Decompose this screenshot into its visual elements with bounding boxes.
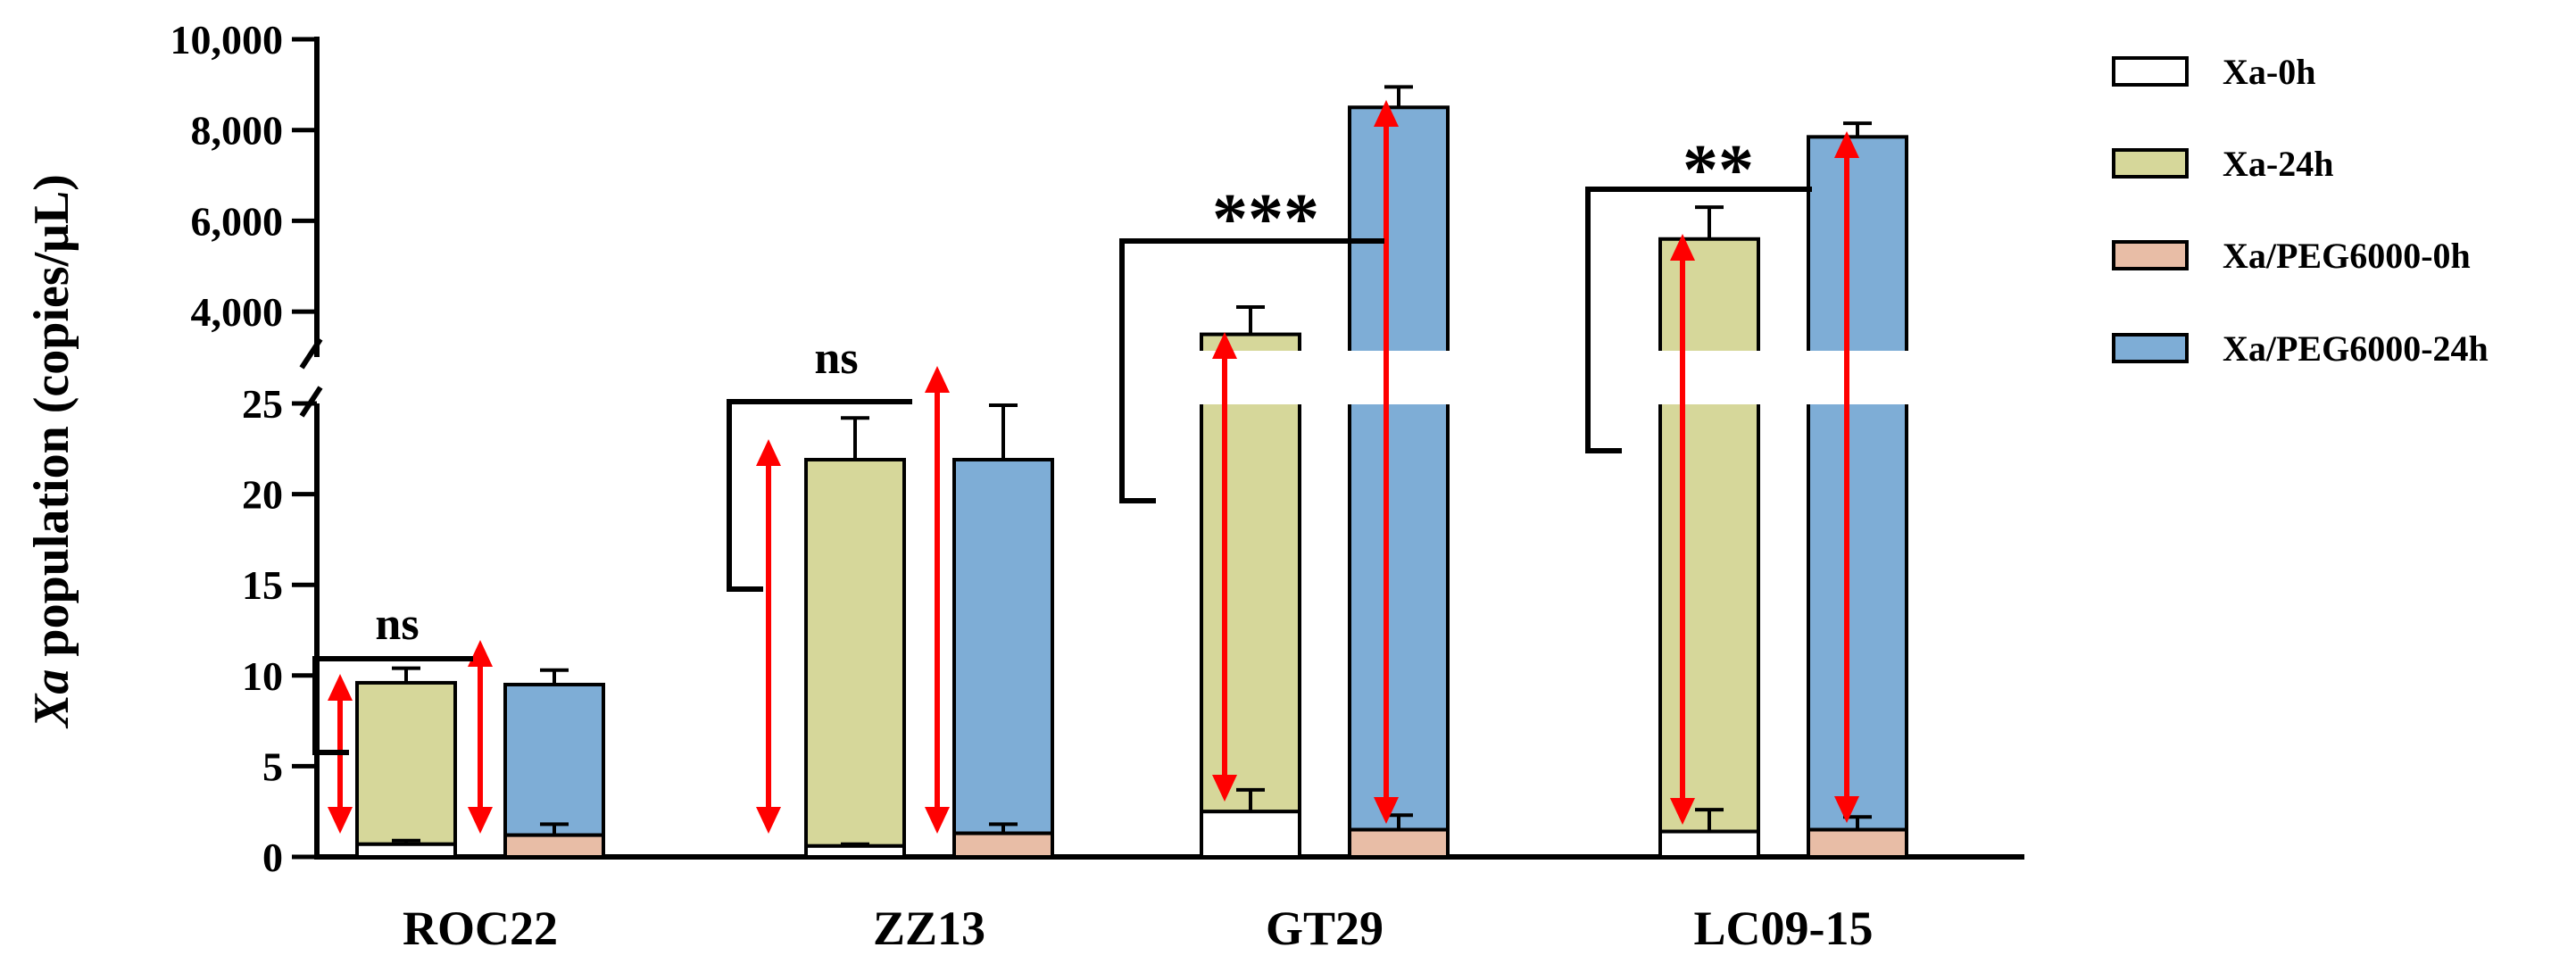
red-arrowhead-up [925, 366, 950, 393]
axis-break-gap [1657, 351, 1762, 404]
bar-xa-peg6000-24h-gt29 [1348, 105, 1450, 832]
axis-break-gap [1198, 351, 1303, 404]
legend: Xa-0h Xa-24h Xa/PEG6000-0h Xa/PEG6000-24h [2112, 52, 2489, 369]
axis-break-gap [1805, 351, 1910, 404]
significance-bracket [1585, 187, 1812, 453]
y-tick-label: 0 [262, 835, 283, 880]
bar-xa-0h-roc22 [355, 842, 457, 860]
legend-label-xa-peg6000-24h: Xa/PEG6000-24h [2223, 328, 2489, 369]
legend-label-xa-0h: Xa-0h [2223, 52, 2315, 92]
legend-swatch-xa-peg6000-24h [2112, 333, 2189, 363]
red-arrowhead-up [328, 674, 353, 701]
y-tick-label: 5 [262, 744, 283, 789]
y-tick-label: 10,000 [170, 17, 284, 62]
bar-xa-peg6000-24h-zz13 [952, 457, 1054, 835]
red-arrowhead-down [925, 807, 950, 834]
axis-break-mark [299, 337, 323, 370]
bar-xa-24h-zz13 [804, 457, 906, 848]
bar-xa-0h-zz13 [804, 844, 906, 859]
significance-label: *** [1212, 180, 1319, 259]
significance-bracket [727, 399, 912, 592]
y-tick-label: 8,000 [191, 108, 284, 154]
red-arrowhead-up [1834, 131, 1859, 158]
legend-swatch-xa-peg6000-0h [2112, 240, 2189, 270]
red-arrowhead-up [468, 640, 493, 667]
significance-bracket [1119, 238, 1384, 503]
bar-xa-peg6000-0h-roc22 [503, 833, 605, 860]
bar-xa-0h-gt29 [1200, 810, 1301, 860]
legend-label-xa-peg6000-0h: Xa/PEG6000-0h [2223, 236, 2471, 276]
bar-xa-24h-lc09-15 [1658, 237, 1760, 834]
y-tick-label: 6,000 [191, 198, 284, 244]
x-tick-label-gt29: GT29 [1266, 902, 1384, 955]
red-arrowhead-down [756, 807, 781, 834]
bar-xa-peg6000-0h-lc09-15 [1807, 827, 1908, 860]
x-tick-label-zz13: ZZ13 [873, 902, 985, 955]
significance-bracket [312, 656, 473, 755]
bar-xa-peg6000-0h-gt29 [1348, 827, 1450, 860]
significance-label: ** [1683, 131, 1754, 210]
x-tick-label-roc22: ROC22 [403, 902, 558, 955]
red-arrowhead-up [1670, 234, 1695, 261]
y-tick-label: 15 [242, 562, 283, 608]
red-arrowhead-down [1670, 798, 1695, 825]
legend-label-xa-24h: Xa-24h [2223, 144, 2333, 184]
bar-xa-0h-lc09-15 [1658, 829, 1760, 860]
bar-xa-24h-gt29 [1200, 332, 1301, 814]
red-arrowhead-down [1834, 796, 1859, 823]
bar-xa-peg6000-24h-lc09-15 [1807, 135, 1908, 832]
y-tick-label: 10 [242, 653, 283, 699]
bars [355, 85, 1910, 860]
bar-xa-24h-roc22 [355, 680, 457, 846]
y-tick-label: 4,000 [191, 289, 284, 335]
legend-swatch-xa-0h [2112, 56, 2189, 87]
bar-xa-peg6000-24h-roc22 [503, 682, 605, 837]
red-arrowhead-down [328, 807, 353, 834]
red-arrowhead-up [1374, 100, 1399, 127]
legend-swatch-xa-24h [2112, 148, 2189, 179]
x-tick-label-lc09-15: LC09-15 [1694, 902, 1874, 955]
red-arrowhead-down [468, 807, 493, 834]
red-arrowhead-up [756, 439, 781, 466]
axis-break-gap [1346, 351, 1451, 404]
bar-xa-peg6000-0h-zz13 [952, 831, 1054, 859]
significance-label: ns [375, 599, 419, 650]
red-arrowhead-down [1374, 797, 1399, 824]
y-tick-label: 20 [242, 472, 283, 518]
y-axis-title-rest: population (copies/μL) [24, 174, 79, 669]
significance-label: ns [814, 333, 858, 384]
axes: 0 5 10 15 20 25 4,000 6,000 8,000 10,000 Xa popula… [24, 17, 2024, 955]
red-arrowhead-up [1212, 332, 1237, 359]
y-axis-title-italic: Xa [24, 669, 79, 729]
red-arrowhead-down [1212, 775, 1237, 802]
y-axis-title: Xa population (copies/μL) [24, 174, 79, 729]
y-tick-label: 25 [242, 381, 283, 427]
